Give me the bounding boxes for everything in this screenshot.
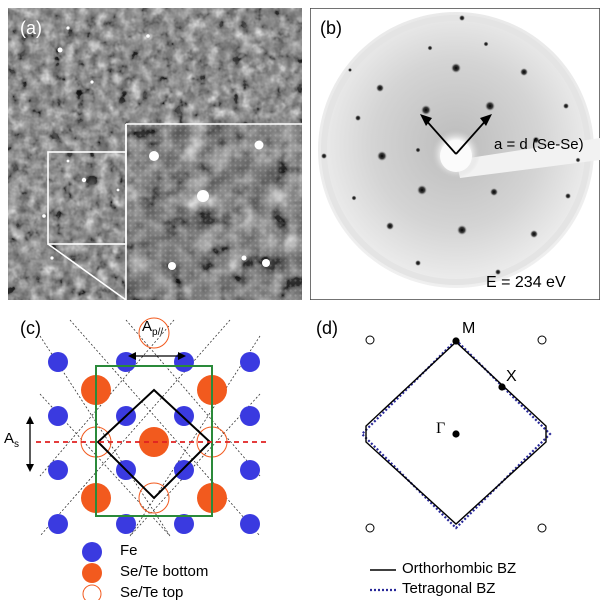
point-m-label: M <box>462 320 476 337</box>
legend-tetragonal: Tetragonal BZ <box>402 580 496 597</box>
panel-a: (a) <box>8 8 302 301</box>
panel-b: (b) a = d (Se-Se) E = 234 eV <box>309 7 601 301</box>
panel-label-a: (a) <box>20 18 42 38</box>
lattice-vector-label: a = d (Se-Se) <box>494 136 584 153</box>
brillouin-zone-diagram <box>360 335 552 592</box>
legend-se-bottom: Se/Te bottom <box>120 563 209 580</box>
legend-se-top: Se/Te top <box>120 584 184 601</box>
legend-fe-marker <box>82 542 102 562</box>
legend-se-top-marker <box>82 584 102 600</box>
panel-c: (c) <box>0 306 300 601</box>
panel-label-b: (b) <box>320 18 342 38</box>
panel-d: (d) M X Γ Orthorhombic BZ Tetragonal BZ <box>308 306 603 600</box>
ap-label-sub: p// <box>152 327 164 338</box>
point-x-label: X <box>506 368 517 385</box>
ap-label-main: A <box>142 318 153 335</box>
panel-label-d: (d) <box>316 318 338 338</box>
point-gamma-label: Γ <box>436 420 446 437</box>
legend-se-bottom-marker <box>82 563 102 583</box>
panel-label-c: (c) <box>20 318 41 338</box>
as-label: As <box>4 430 19 450</box>
legend-fe: Fe <box>120 542 138 559</box>
as-label-main: A <box>4 430 15 447</box>
as-label-sub: s <box>14 439 20 450</box>
ap-label: Ap// <box>142 318 163 338</box>
legend-orthorhombic: Orthorhombic BZ <box>402 560 517 577</box>
structure-schematic <box>26 317 270 600</box>
beam-energy-label: E = 234 eV <box>486 274 566 291</box>
leed-pattern <box>309 7 601 301</box>
stm-image <box>8 8 302 301</box>
